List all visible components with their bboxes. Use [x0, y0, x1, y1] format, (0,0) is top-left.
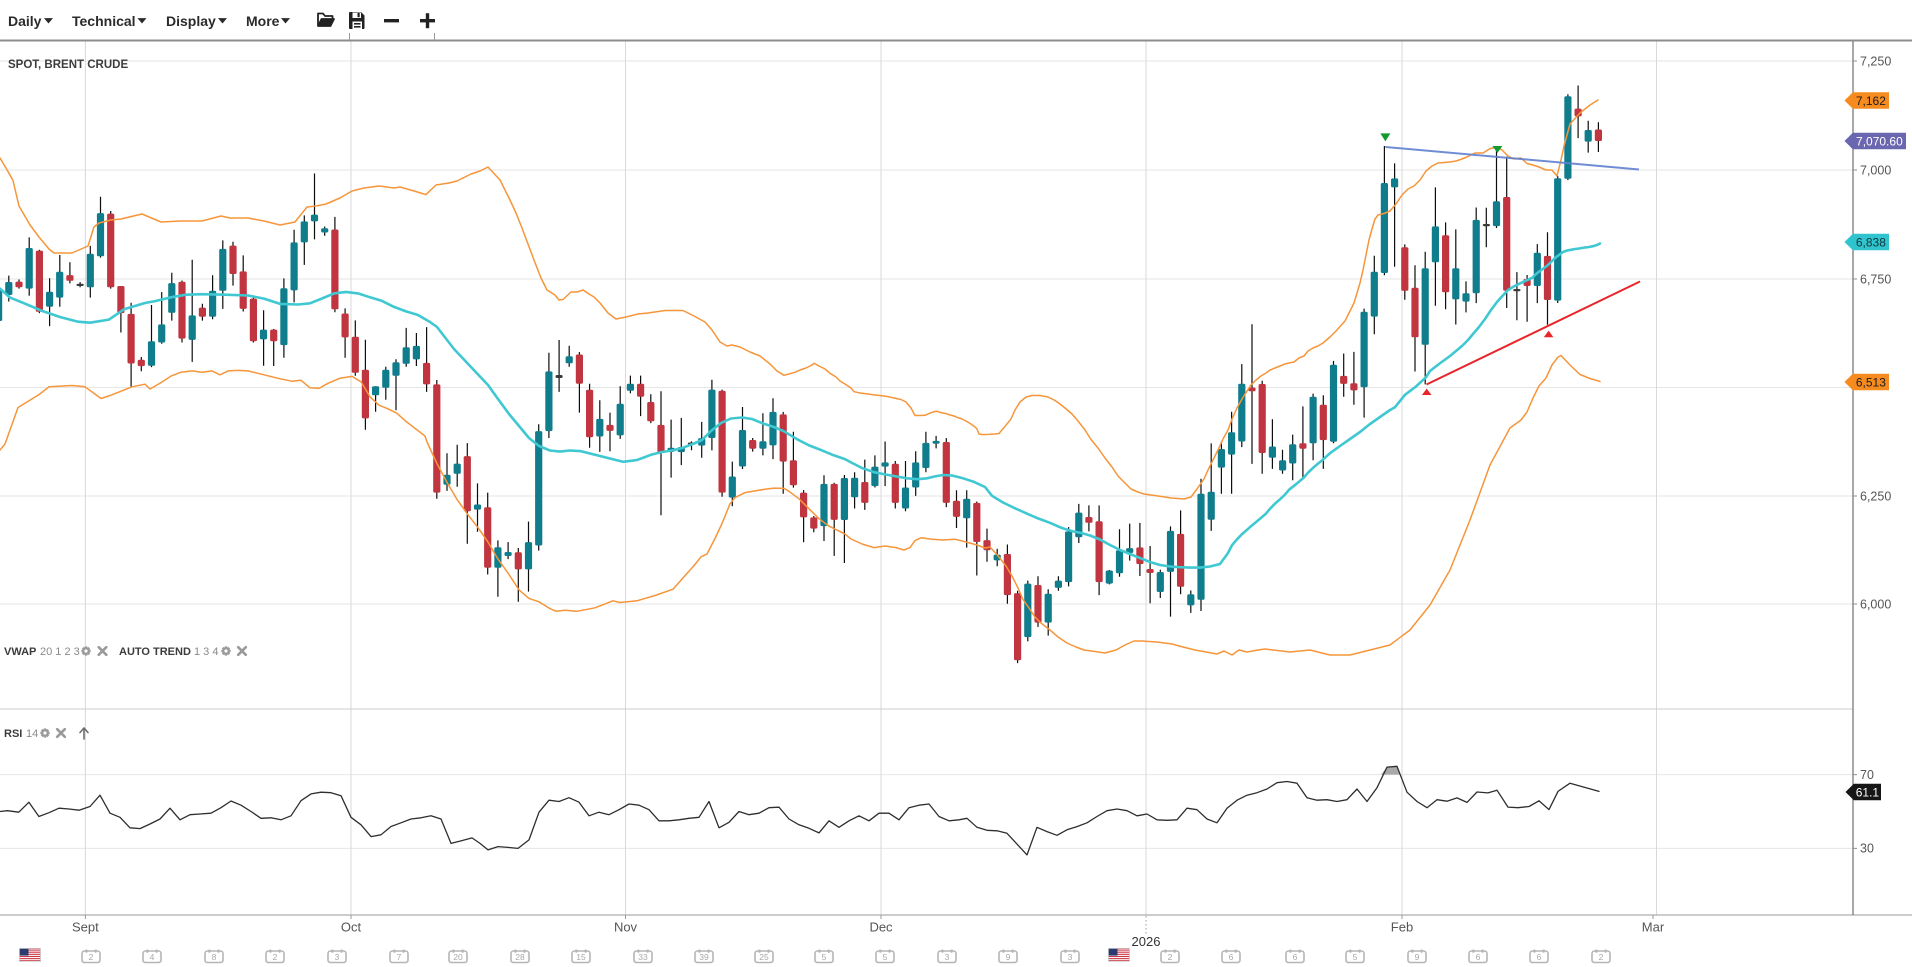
svg-text:14: 14 [26, 728, 38, 740]
svg-text:7,250: 7,250 [1860, 54, 1891, 68]
svg-text:3: 3 [335, 952, 340, 962]
svg-text:6: 6 [1293, 952, 1298, 962]
svg-text:8: 8 [212, 952, 217, 962]
svg-text:6: 6 [1229, 952, 1234, 962]
svg-text:39: 39 [699, 952, 709, 962]
svg-text:61.1: 61.1 [1856, 785, 1880, 799]
svg-text:5: 5 [883, 952, 888, 962]
svg-text:2: 2 [1168, 952, 1173, 962]
svg-text:Nov: Nov [614, 920, 638, 935]
svg-text:6,838: 6,838 [1856, 235, 1886, 249]
svg-text:7: 7 [397, 952, 402, 962]
svg-text:AUTO TREND: AUTO TREND [119, 646, 191, 658]
svg-text:Display: Display [166, 13, 216, 29]
svg-text:Daily: Daily [8, 13, 42, 29]
svg-text:Oct: Oct [341, 920, 362, 935]
svg-text:5: 5 [822, 952, 827, 962]
svg-text:6: 6 [1537, 952, 1542, 962]
svg-text:6,750: 6,750 [1860, 272, 1891, 286]
svg-text:9: 9 [1006, 952, 1011, 962]
svg-text:Dec: Dec [869, 920, 893, 935]
svg-text:Technical: Technical [72, 13, 136, 29]
svg-text:SPOT, BRENT CRUDE: SPOT, BRENT CRUDE [8, 59, 128, 71]
svg-text:1 3 4: 1 3 4 [194, 646, 218, 658]
svg-text:2: 2 [1599, 952, 1604, 962]
svg-text:28: 28 [515, 952, 525, 962]
svg-text:25: 25 [759, 952, 769, 962]
svg-text:5: 5 [1353, 952, 1358, 962]
svg-text:VWAP: VWAP [4, 646, 36, 658]
svg-text:6,250: 6,250 [1860, 489, 1891, 503]
svg-text:70: 70 [1860, 768, 1874, 782]
svg-text:7,000: 7,000 [1860, 163, 1891, 177]
svg-text:3: 3 [1068, 952, 1073, 962]
svg-text:6,513: 6,513 [1856, 375, 1886, 389]
svg-text:4: 4 [150, 952, 155, 962]
svg-text:2: 2 [273, 952, 278, 962]
svg-text:20 1 2 3: 20 1 2 3 [40, 646, 80, 658]
svg-text:3: 3 [945, 952, 950, 962]
svg-text:7,070.60: 7,070.60 [1856, 134, 1903, 148]
svg-text:2: 2 [89, 952, 94, 962]
svg-text:20: 20 [453, 952, 463, 962]
svg-text:Feb: Feb [1391, 920, 1413, 935]
svg-text:2026: 2026 [1132, 934, 1161, 949]
svg-text:RSI: RSI [4, 728, 22, 740]
svg-text:9: 9 [1415, 952, 1420, 962]
svg-text:Mar: Mar [1642, 920, 1665, 935]
svg-text:7,162: 7,162 [1856, 94, 1886, 108]
svg-text:30: 30 [1860, 842, 1874, 856]
svg-text:Sept: Sept [72, 920, 99, 935]
svg-text:6,000: 6,000 [1860, 597, 1891, 611]
svg-text:15: 15 [576, 952, 586, 962]
svg-text:33: 33 [638, 952, 648, 962]
svg-text:6: 6 [1476, 952, 1481, 962]
svg-text:More: More [246, 13, 280, 29]
